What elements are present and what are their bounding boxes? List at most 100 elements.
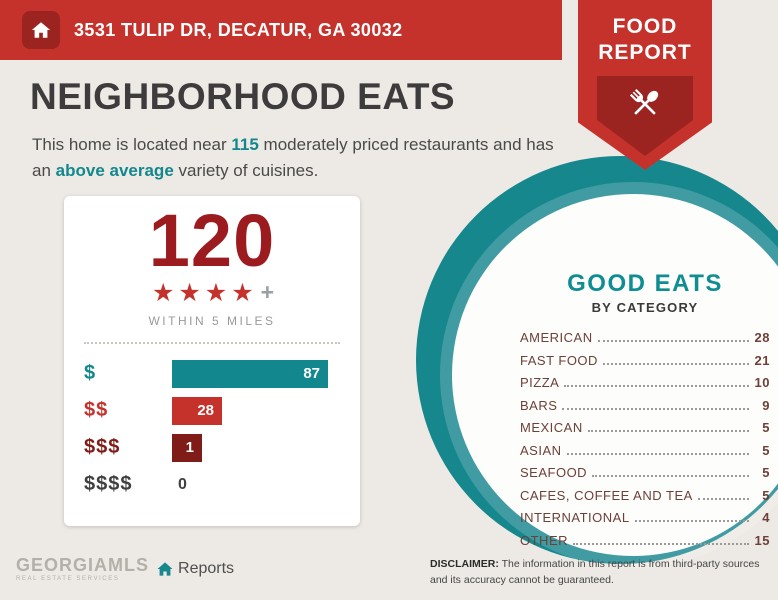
ribbon-line2: REPORT: [598, 41, 692, 65]
category-count: 28: [754, 330, 770, 345]
category-name: PIZZA: [520, 375, 560, 390]
category-name: MEXICAN: [520, 420, 583, 435]
category-count: 4: [762, 510, 770, 525]
dotted-leader: [597, 340, 749, 342]
disclaimer-label: DISCLAIMER:: [430, 558, 499, 570]
dotted-leader: [602, 362, 749, 365]
bar-track: 0: [172, 471, 340, 499]
dotted-leader: [587, 430, 749, 432]
category-row: MEXICAN 5: [520, 420, 770, 435]
disclaimer: DISCLAIMER: The information in this repo…: [430, 557, 770, 589]
category-row: OTHER 15: [520, 533, 770, 548]
category-row: SEAFOOD 5: [520, 465, 770, 480]
category-list: AMERICAN 28 FAST FOOD 21 PIZZA 10 BARS 9 MEXICAN…: [520, 330, 770, 548]
price-level-bar-chart: $87 $$ 28 $$$ 1 $$$$ 0: [64, 359, 360, 499]
dotted-leader: [562, 407, 749, 410]
category-name: AMERICAN: [520, 330, 593, 345]
bar-value: 0: [178, 475, 187, 493]
category-row: INTERNATIONAL 4: [520, 510, 770, 525]
bar-value: 87: [303, 365, 320, 383]
star-icon: ★: [204, 278, 228, 307]
radius-label: WITHIN 5 MILES: [148, 313, 276, 328]
category-row: BARS 9: [520, 398, 770, 413]
category-name: BARS: [520, 397, 558, 413]
property-address: 3531 TULIP DR, DECATUR, GA 30032: [74, 19, 403, 40]
category-row: CAFES, COFFEE AND TEA 5: [520, 488, 770, 503]
home-icon: [22, 11, 60, 49]
category-name: CAFES, COFFEE AND TEA: [520, 487, 693, 503]
restaurant-count: 115: [231, 135, 259, 154]
plus-icon: +: [260, 279, 275, 306]
category-row: AMERICAN 28: [520, 330, 770, 345]
food-report-ribbon: FOOD REPORT: [578, 0, 712, 170]
dotted-leader: [634, 520, 749, 522]
bar-track: 28: [172, 396, 340, 425]
bar-value: 1: [185, 439, 194, 457]
category-count: 15: [754, 532, 770, 548]
category-count: 5: [762, 465, 770, 480]
footer-branding: GEORGIAMLS REAL ESTATE SERVICES Reports: [16, 556, 234, 582]
category-count: 5: [762, 442, 770, 458]
reports-label: Reports: [178, 560, 235, 577]
bar: 28: [172, 396, 222, 425]
category-count: 5: [762, 420, 770, 435]
category-row: PIZZA 10: [520, 375, 770, 390]
restaurant-score-card: 120 ★ ★ ★ ★ + WITHIN 5 MILES $87 $$ 28 $$$ 1 $$$$…: [64, 196, 360, 526]
category-count: 9: [762, 397, 770, 413]
good-eats-subtitle: BY CATEGORY: [591, 300, 699, 315]
intro-text: This home is located near 115 moderately…: [32, 132, 577, 183]
price-bar-row: $$ 28: [84, 396, 340, 425]
price-bar-row: $$$$ 0: [84, 471, 340, 499]
bar: 87: [172, 359, 328, 388]
good-eats-title: GOOD EATS: [567, 270, 723, 297]
teal-house-icon: [157, 562, 173, 576]
intro-mid: moderately priced restaurants and has an: [32, 135, 554, 180]
variety-highlight: above average: [55, 160, 174, 180]
price-level-label: $$$: [84, 436, 121, 459]
dotted-leader: [573, 542, 749, 545]
page-title: NEIGHBORHOOD EATS: [30, 76, 456, 117]
bar-track: 87: [172, 359, 340, 388]
category-name: INTERNATIONAL: [520, 510, 630, 525]
dotted-leader: [566, 452, 749, 455]
dotted-leader: [564, 385, 749, 387]
utensils-icon: [597, 76, 693, 156]
category-count: 10: [754, 375, 770, 390]
star-icon: ★: [178, 278, 201, 307]
bar: 1: [172, 433, 202, 462]
star-rating: ★ ★ ★ ★ +: [64, 278, 360, 308]
category-row: FAST FOOD 21: [520, 353, 770, 368]
good-eats-inner-circle: [452, 194, 778, 556]
header-bar: 3531 TULIP DR, DECATUR, GA 30032: [0, 0, 562, 60]
category-name: SEAFOOD: [520, 465, 588, 480]
price-bar-row: $$$ 1: [84, 433, 340, 462]
reports-logo: Reports: [155, 559, 234, 579]
category-name: FAST FOOD: [520, 352, 598, 368]
disclaimer-text: The information in this report is from t…: [430, 558, 760, 586]
ribbon-title: FOOD REPORT: [578, 14, 712, 67]
star-icon: ★: [151, 278, 175, 307]
category-name: OTHER: [520, 532, 568, 548]
ribbon-line1: FOOD: [612, 15, 678, 38]
category-name: ASIAN: [520, 442, 562, 458]
georgia-mls-tagline: REAL ESTATE SERVICES: [16, 576, 120, 582]
georgia-mls-logo-text: GEORGIAMLS: [16, 555, 150, 575]
price-level-label: $$$$: [84, 473, 133, 496]
georgia-mls-logo: GEORGIAMLS REAL ESTATE SERVICES: [16, 556, 149, 582]
dotted-leader: [592, 475, 749, 477]
dotted-leader: [697, 497, 749, 500]
category-count: 5: [762, 487, 770, 503]
good-eats-panel: GOOD EATS BY CATEGORY AMERICAN 28 FAST FOO…: [520, 270, 770, 555]
restaurant-total: 120: [148, 199, 276, 282]
price-level-label: $: [84, 362, 97, 385]
star-icon: ★: [231, 278, 254, 307]
category-count: 21: [754, 352, 770, 368]
bar-value: 28: [197, 402, 214, 420]
intro-pre: This home is located near: [32, 135, 232, 154]
dotted-divider: [84, 341, 340, 344]
bar-track: 1: [172, 433, 340, 462]
price-bar-row: $87: [84, 359, 340, 388]
category-row: ASIAN 5: [520, 443, 770, 458]
intro-post: variety of cuisines.: [173, 160, 319, 180]
